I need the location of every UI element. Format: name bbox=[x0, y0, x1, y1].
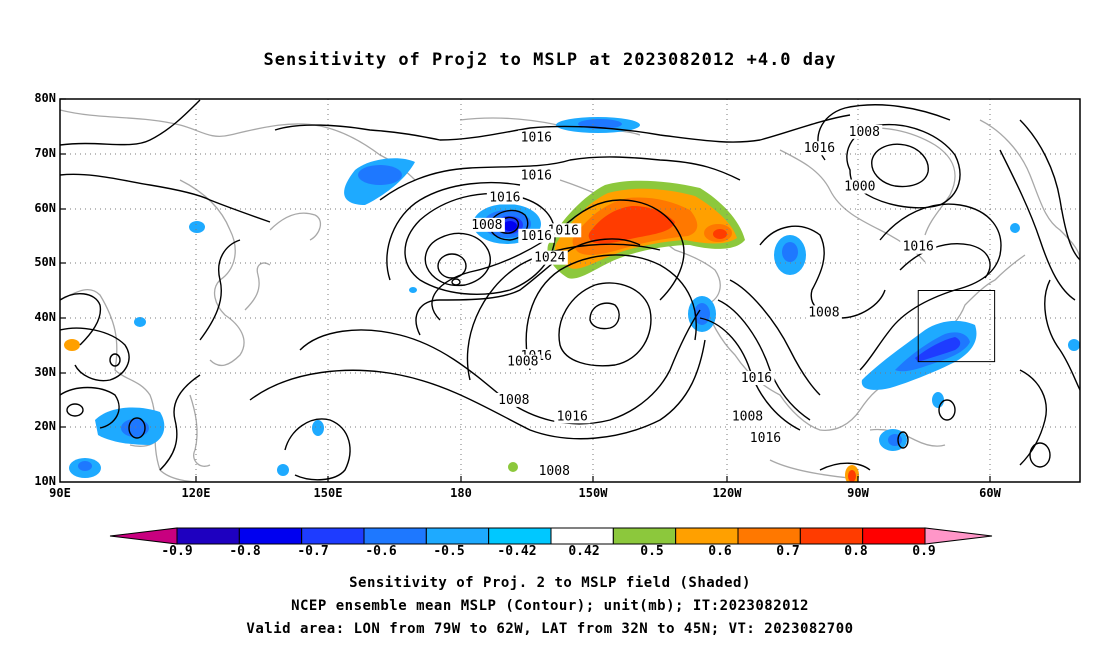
contour-label: 1016 bbox=[521, 229, 552, 244]
contour-label: 1024 bbox=[534, 251, 565, 266]
lon-label-150w: 150W bbox=[578, 486, 608, 500]
colorbar-label: 0.6 bbox=[708, 544, 732, 559]
contour-label: 1016 bbox=[750, 431, 781, 446]
contour-label: 1008 bbox=[849, 125, 880, 140]
contour-label-bg bbox=[531, 250, 568, 265]
colorbar-label: -0.5 bbox=[433, 544, 465, 559]
colorbar-label: -0.42 bbox=[497, 544, 537, 559]
contour-label-bg bbox=[738, 371, 775, 386]
lat-label-70n: 70N bbox=[34, 146, 56, 160]
colorbar-segment bbox=[675, 527, 739, 545]
colorbar bbox=[109, 527, 993, 545]
contour-label: 1016 bbox=[804, 141, 835, 156]
contour-label: 1016 bbox=[903, 240, 934, 255]
contour-label-bg bbox=[747, 431, 784, 446]
contour-label-bg bbox=[805, 305, 842, 320]
lat-label-10n: 10N bbox=[34, 474, 56, 488]
contour-label-bg bbox=[468, 217, 505, 232]
contour-label-bg bbox=[518, 130, 555, 145]
colorbar-segment bbox=[301, 527, 365, 545]
lat-label-30n: 30N bbox=[34, 365, 56, 379]
sensitivity-shading bbox=[64, 117, 1080, 482]
contour-label-bg bbox=[495, 392, 532, 407]
lon-label-150e: 150E bbox=[313, 486, 343, 500]
lat-label-20n: 20N bbox=[34, 419, 56, 433]
lon-label-60w: 60W bbox=[979, 486, 1001, 500]
lat-label-80n: 80N bbox=[34, 91, 56, 105]
lat-label-40n: 40N bbox=[34, 310, 56, 324]
colorbar-label: 0.8 bbox=[844, 544, 868, 559]
colorbar-segment bbox=[550, 527, 614, 545]
contour-label: 1008 bbox=[498, 393, 529, 408]
contour-label-bg bbox=[504, 354, 541, 369]
contour-label: 1008 bbox=[808, 305, 839, 320]
colorbar-min-triangle bbox=[109, 527, 178, 545]
lon-label-120e: 120E bbox=[181, 486, 211, 500]
colorbar-label: -0.6 bbox=[365, 544, 397, 559]
colorbar-segment bbox=[737, 527, 801, 545]
lon-label-90w: 90W bbox=[847, 486, 869, 500]
lon-label-180: 180 bbox=[450, 486, 472, 500]
axis-ticks bbox=[60, 98, 991, 482]
colorbar-label: 0.42 bbox=[568, 544, 600, 559]
lon-label-120w: 120W bbox=[712, 486, 742, 500]
contour-label-bg bbox=[518, 228, 555, 243]
colorbar-label: -0.7 bbox=[297, 544, 329, 559]
colorbar-segment bbox=[799, 527, 864, 545]
colorbar-segment bbox=[612, 527, 677, 545]
colorbar-segment bbox=[363, 527, 427, 545]
colorbar-label: -0.9 bbox=[161, 544, 193, 559]
contour-label: 1000 bbox=[844, 180, 875, 195]
caption-valid-area: Valid area: LON from 79W to 62W, LAT fro… bbox=[246, 621, 854, 637]
contour-label: 1016 bbox=[521, 169, 552, 184]
mslp-contours bbox=[60, 99, 1080, 481]
lon-label-90e: 90E bbox=[49, 486, 71, 500]
contour-label-bg bbox=[841, 179, 878, 194]
colorbar-segment bbox=[425, 527, 490, 545]
colorbar-segment bbox=[176, 527, 240, 545]
grid-lines bbox=[60, 99, 1080, 482]
contour-label-bg bbox=[846, 124, 883, 139]
caption-shading: Sensitivity of Proj. 2 to MSLP field (Sh… bbox=[349, 575, 751, 591]
contour-label-bg bbox=[518, 168, 555, 183]
contour-label: 1008 bbox=[507, 355, 538, 370]
colorbar-label: 0.7 bbox=[776, 544, 800, 559]
contour-label: 1016 bbox=[489, 190, 520, 205]
contour-label-bg bbox=[554, 409, 591, 424]
colorbar-segment bbox=[488, 527, 552, 545]
contour-label: 1016 bbox=[741, 371, 772, 386]
contour-label-bg bbox=[900, 239, 937, 254]
colorbar-label: 0.9 bbox=[912, 544, 936, 559]
contour-label-bg bbox=[486, 190, 523, 205]
contour-label: 1008 bbox=[732, 409, 763, 424]
contour-label: 1008 bbox=[539, 464, 570, 479]
contour-label: 1008 bbox=[471, 218, 502, 233]
lat-label-50n: 50N bbox=[34, 255, 56, 269]
colorbar-segment bbox=[862, 527, 926, 545]
contour-label-bg bbox=[801, 141, 838, 156]
caption-contour: NCEP ensemble mean MSLP (Contour); unit(… bbox=[291, 598, 809, 614]
contour-label: 1016 bbox=[521, 130, 552, 145]
contour-label-bg bbox=[536, 464, 573, 479]
colorbar-max-triangle bbox=[924, 527, 993, 545]
valid-area-box bbox=[917, 290, 996, 363]
lat-label-60n: 60N bbox=[34, 201, 56, 215]
contour-label: 1016 bbox=[548, 223, 579, 238]
map-frame bbox=[59, 98, 1081, 483]
plot-title: Sensitivity of Proj2 to MSLP at 20230820… bbox=[263, 50, 837, 70]
contour-label-bg bbox=[729, 409, 766, 424]
contour-labels: 1016101610161016100810241016101610161008… bbox=[468, 124, 937, 479]
contour-label: 1016 bbox=[557, 409, 588, 424]
colorbar-segment bbox=[238, 527, 303, 545]
colorbar-label: -0.8 bbox=[229, 544, 261, 559]
colorbar-label: 0.5 bbox=[640, 544, 664, 559]
